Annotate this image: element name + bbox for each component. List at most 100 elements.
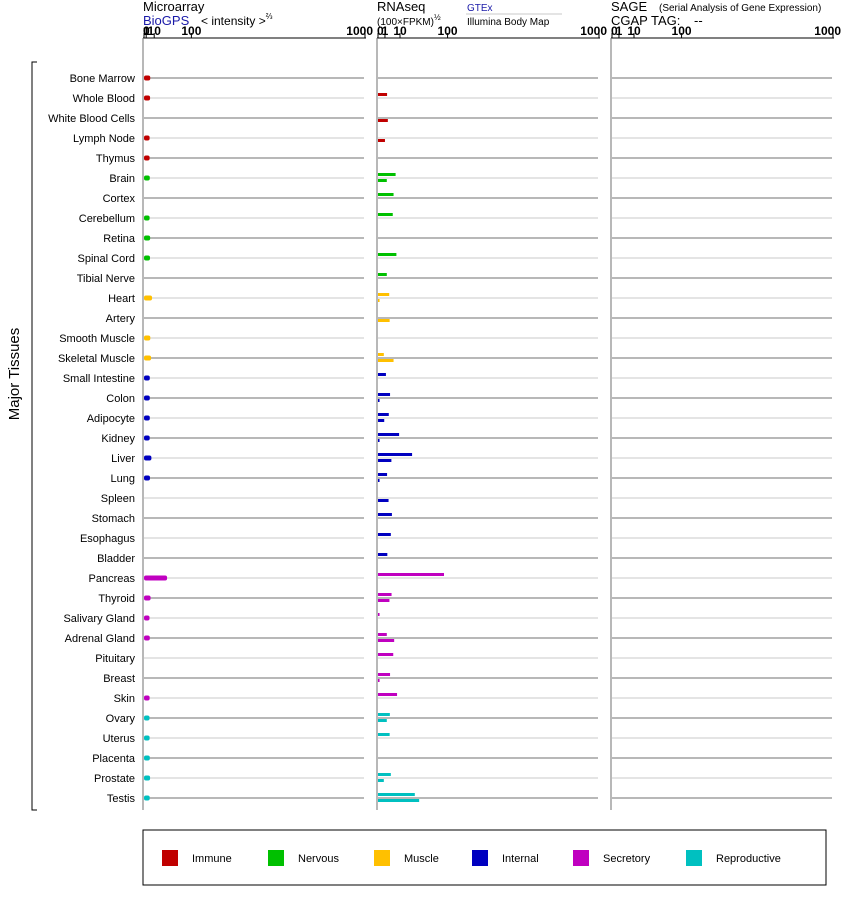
tissue-label: Pancreas: [89, 573, 136, 585]
tissue-label: Bone Marrow: [70, 73, 135, 85]
gtex-bar: [378, 393, 391, 396]
gtex-bar: [378, 293, 390, 296]
microarray-bar: [144, 735, 150, 741]
ibm-bar: [378, 439, 380, 442]
gtex-bar: [378, 93, 388, 96]
tissue-label: Lung: [111, 473, 135, 485]
tissue-label: Smooth Muscle: [59, 333, 135, 345]
microarray-bar: [144, 75, 151, 81]
ibm-bar: [378, 679, 380, 682]
gtex-bar: [378, 713, 390, 716]
cgap-tag-value: --: [694, 13, 703, 28]
gtex-bar: [378, 433, 400, 436]
legend-swatch-secretory: [573, 850, 589, 866]
tissue-label: Pituitary: [95, 653, 135, 665]
tissue-label: Retina: [103, 233, 136, 245]
microarray-bar: [144, 775, 151, 781]
microarray-bar: [144, 455, 152, 461]
microarray-bar: [144, 335, 151, 341]
gtex-bar: [378, 413, 389, 416]
tissue-label: White Blood Cells: [48, 113, 135, 125]
tissue-label: Ovary: [106, 713, 136, 725]
gtex-bar: [378, 473, 388, 476]
tick-label: 0: [143, 24, 150, 38]
gtex-bar: [378, 673, 391, 676]
legend: Immune Nervous Muscle Internal Secretory Repr…: [162, 850, 781, 866]
gtex-bar: [378, 353, 384, 356]
legend-swatch-nervous: [268, 850, 284, 866]
ibm-bar: [378, 139, 385, 142]
tissue-label: Thyroid: [98, 593, 135, 605]
tissue-label: Stomach: [92, 513, 135, 525]
microarray-unit-exponent: ⅔: [266, 12, 273, 21]
gtex-bar: [378, 553, 388, 556]
gtex-bar: [378, 253, 397, 256]
gtex-bar: [378, 193, 394, 196]
rnaseq-unit-exponent: ½: [434, 13, 441, 22]
tick-label: 100: [181, 24, 201, 38]
ibm-bar: [378, 779, 384, 782]
gtex-link[interactable]: GTEx: [467, 3, 493, 14]
tissue-label: Bladder: [97, 553, 135, 565]
legend-label-muscle: Muscle: [404, 853, 439, 865]
legend-label-nervous: Nervous: [298, 853, 339, 865]
tissue-label: Prostate: [94, 773, 135, 785]
tissue-label: Placenta: [92, 753, 136, 765]
microarray-bar: [144, 135, 150, 141]
ibm-bar: [378, 499, 389, 502]
microarray-bar: [144, 755, 150, 761]
sage-subtitle: (Serial Analysis of Gene Expression): [659, 3, 821, 14]
gtex-bar: [378, 373, 386, 376]
tissue-label: Colon: [106, 393, 135, 405]
tissue-label: Skin: [114, 693, 135, 705]
rows-layer: Bone Marrow Whole Blood White Blood Cells L…: [48, 73, 832, 805]
ibm-bar: [378, 359, 394, 362]
gtex-bar: [378, 693, 398, 696]
microarray-bar: [144, 615, 150, 621]
microarray-bar: [144, 635, 150, 641]
gtex-bar: [378, 533, 391, 536]
gtex-bar: [378, 653, 394, 656]
tissue-label: Whole Blood: [73, 93, 135, 105]
legend-label-secretory: Secretory: [603, 853, 651, 865]
tick-label: 1000: [346, 24, 373, 38]
legend-swatch-muscle: [374, 850, 390, 866]
tissue-label: Brain: [109, 173, 135, 185]
microarray-bar: [144, 715, 150, 721]
tissue-label: Artery: [106, 313, 136, 325]
tissue-label: Salivary Gland: [63, 613, 135, 625]
microarray-bar: [144, 95, 151, 101]
tissue-label: Tibial Nerve: [77, 273, 135, 285]
biogps-link[interactable]: BioGPS: [143, 13, 190, 28]
tick-label: 100: [672, 24, 692, 38]
gtex-bar: [378, 213, 393, 216]
ibm-bar: [378, 639, 395, 642]
microarray-bar: [144, 395, 150, 401]
sage-title: SAGE: [611, 0, 647, 14]
microarray-bar: [144, 235, 151, 241]
rnaseq-unit-text: (100×FPKM): [377, 17, 434, 28]
gtex-bar: [378, 773, 391, 776]
gtex-bar: [378, 613, 380, 616]
tissue-label: Thymus: [96, 153, 136, 165]
microarray-bar: [144, 435, 150, 441]
gtex-bar: [378, 453, 413, 456]
tick-label: 10: [627, 24, 641, 38]
microarray-title: Microarray: [143, 0, 205, 14]
tissue-label: Kidney: [101, 433, 135, 445]
tissue-label: Breast: [103, 673, 135, 685]
tick-label: 10: [148, 24, 162, 38]
microarray-unit-text: < intensity >: [201, 14, 266, 28]
gtex-bar: [378, 173, 396, 176]
microarray-bar: [144, 295, 153, 301]
tissue-label: Esophagus: [80, 533, 136, 545]
tick-label: 1000: [580, 24, 607, 38]
microarray-bar: [144, 355, 152, 361]
ibm-bar: [378, 179, 387, 182]
ibm-bar: [378, 599, 390, 602]
ibm-bar: [378, 459, 392, 462]
tissue-label: Spinal Cord: [78, 253, 135, 265]
gtex-bar: [378, 573, 444, 576]
legend-label-reproductive: Reproductive: [716, 853, 781, 865]
microarray-bar: [144, 175, 150, 181]
